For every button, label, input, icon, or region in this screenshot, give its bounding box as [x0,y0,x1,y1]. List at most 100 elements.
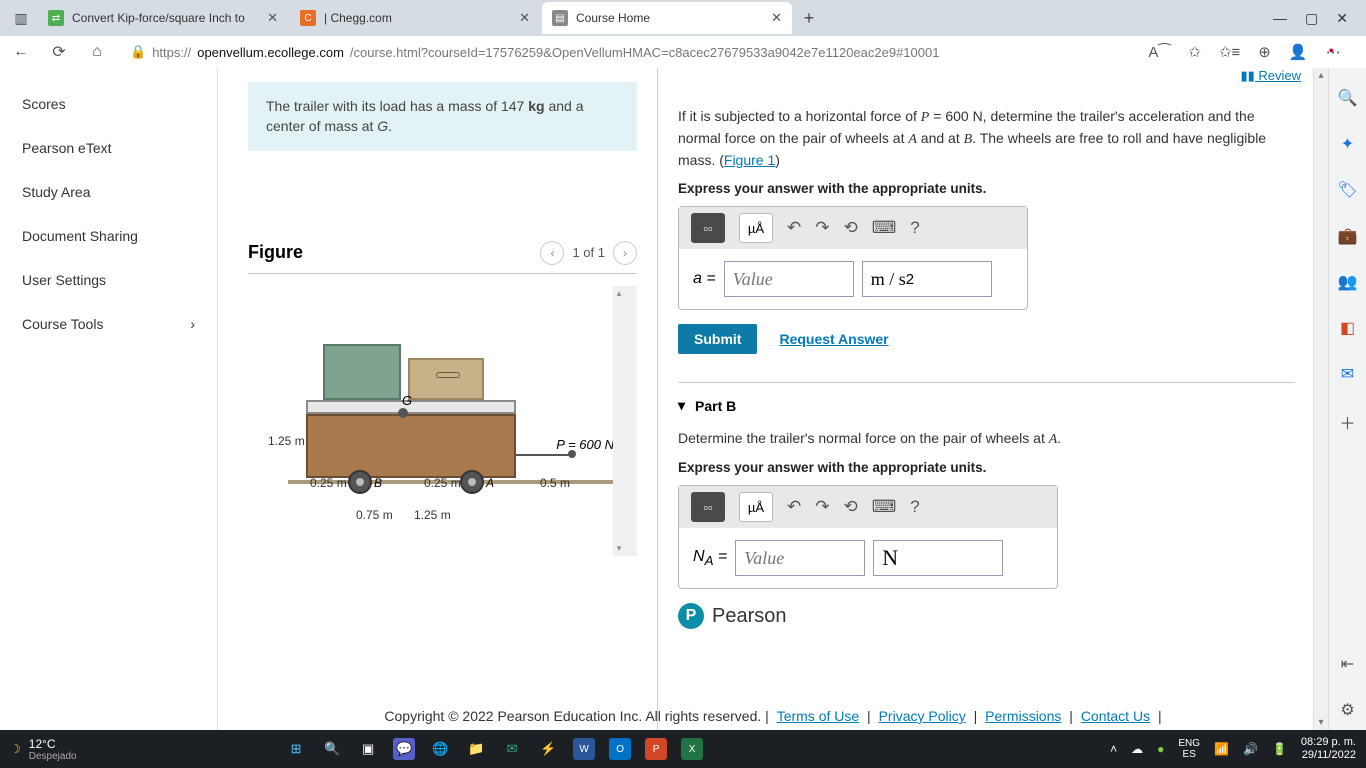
value-input-b[interactable] [735,540,865,576]
tray-chevron-icon[interactable]: ˄ [1110,742,1117,756]
read-aloud-icon[interactable]: A⁀ [1148,43,1170,61]
footer-permissions[interactable]: Permissions [985,708,1061,724]
units-display-a[interactable]: m / s2 [862,261,992,297]
excel-icon[interactable]: X [681,738,703,760]
search-icon[interactable]: 🔍 [321,738,343,760]
profile-icon[interactable]: 👤 [1289,43,1308,61]
keyboard-icon[interactable]: ⌨ [872,218,897,238]
tag-icon[interactable]: 🏷 [1337,180,1357,200]
word-icon[interactable]: W [573,738,595,760]
request-answer-link[interactable]: Request Answer [779,331,888,347]
units-button[interactable]: µÅ [739,492,773,522]
sidebar-scores[interactable]: Scores [0,82,217,126]
menu-icon[interactable]: ⋯● [1326,43,1346,61]
sync-icon[interactable]: ☁ [1131,742,1143,756]
back-button[interactable]: ← [6,43,36,61]
outlook-icon[interactable]: O [609,738,631,760]
powerpoint-icon[interactable]: P [645,738,667,760]
answer-box-b: ▫▫ µÅ ↶ ↷ ⟲ ⌨ ? NA = N [678,485,1058,589]
units-display-b[interactable]: N [873,540,1003,576]
tab-1[interactable]: C | Chegg.com ✕ [290,2,540,34]
mail-icon[interactable]: ✉ [501,738,523,760]
bolt-icon[interactable]: ⚡ [537,738,559,760]
tab-0[interactable]: ⇄ Convert Kip-force/square Inch to ✕ [38,2,288,34]
undo-icon[interactable]: ↶ [787,497,801,517]
part-b-header[interactable]: ▾ Part B [678,382,1295,414]
footer-privacy[interactable]: Privacy Policy [879,708,966,724]
status-icon[interactable]: ● [1157,742,1164,756]
value-input-a[interactable] [724,261,854,297]
close-icon[interactable]: ✕ [519,10,530,26]
sidebar-docs[interactable]: Document Sharing [0,214,217,258]
briefcase-icon[interactable]: 💼 [1338,226,1358,246]
reset-icon[interactable]: ⟲ [844,497,858,517]
chat-icon[interactable]: 💬 [393,738,415,760]
redo-icon[interactable]: ↷ [815,497,829,517]
figure-scrollbar[interactable]: ▴ ▾ [613,286,625,556]
tab-2-active[interactable]: ▤ Course Home ✕ [542,2,792,34]
refresh-button[interactable]: ⟳ [44,42,74,62]
language-indicator[interactable]: ENGES [1178,738,1200,760]
collapse-icon[interactable]: ⇤ [1341,654,1354,674]
url-input[interactable]: 🔒 https://openvellum.ecollege.com/course… [120,38,1126,66]
home-button[interactable]: ⌂ [82,43,112,61]
sidebar-study[interactable]: Study Area [0,170,217,214]
weather-widget[interactable]: ☽ 12°C Despejado [10,737,77,762]
close-button[interactable]: ✕ [1336,10,1348,27]
explorer-icon[interactable]: 📁 [465,738,487,760]
answer-toolbar: ▫▫ µÅ ↶ ↷ ⟲ ⌨ ? [679,207,1027,249]
volume-icon[interactable]: 🔊 [1243,742,1258,756]
help-icon[interactable]: ? [910,497,919,517]
template-button[interactable]: ▫▫ [691,213,725,243]
dim-a: 0.25 m [424,476,461,490]
edge-icon[interactable]: 🌐 [429,738,451,760]
office-icon[interactable]: ◧ [1340,318,1355,338]
star-icon[interactable]: ✩ [1188,43,1201,61]
next-figure-button[interactable]: › [613,241,637,265]
sidebar-etext[interactable]: Pearson eText [0,126,217,170]
close-icon[interactable]: ✕ [771,10,782,26]
units-button[interactable]: µÅ [739,213,773,243]
sidebar-settings[interactable]: User Settings [0,258,217,302]
settings-icon[interactable]: ⚙ [1340,700,1354,720]
prev-figure-button[interactable]: ‹ [540,241,564,265]
sparkle-icon[interactable]: ✦ [1341,134,1354,154]
sidebar-tools[interactable]: Course Tools› [0,302,217,346]
pearson-text: Pearson [712,605,787,628]
taskview-icon[interactable]: ▣ [357,738,379,760]
edge-sidebar: 🔍 ✦ 🏷 💼 👥 ◧ ✉ ＋ ⇤ ⚙ [1328,68,1366,730]
problem-text: If it is subjected to a horizontal force… [678,106,1295,171]
maximize-button[interactable]: ▢ [1305,10,1318,27]
battery-icon[interactable]: 🔋 [1272,742,1287,756]
favorites-icon[interactable]: ✩≡ [1219,43,1240,61]
start-icon[interactable]: ⊞ [285,738,307,760]
force-label: P = 600 N [556,437,614,452]
redo-icon[interactable]: ↷ [815,218,829,238]
help-icon[interactable]: ? [910,218,919,238]
outlook-icon[interactable]: ✉ [1341,364,1354,384]
tab-actions-icon[interactable]: ▥ [4,1,38,35]
close-icon[interactable]: ✕ [267,10,278,26]
label-g: G [402,393,412,408]
collections-icon[interactable]: ⊕ [1258,43,1271,61]
figure-pager: ‹ 1 of 1 › [540,241,637,265]
clock[interactable]: 08:29 p. m. 29/11/2022 [1301,736,1356,762]
minimize-button[interactable]: — [1273,10,1287,27]
reset-icon[interactable]: ⟲ [844,218,858,238]
new-tab-button[interactable]: + [794,8,824,29]
undo-icon[interactable]: ↶ [787,218,801,238]
footer-contact[interactable]: Contact Us [1081,708,1150,724]
answer-toolbar-b: ▫▫ µÅ ↶ ↷ ⟲ ⌨ ? [679,486,1057,528]
footer-terms[interactable]: Terms of Use [777,708,859,724]
content-scrollbar[interactable]: ▴ ▾ [1313,68,1328,730]
template-button[interactable]: ▫▫ [691,492,725,522]
figure-link[interactable]: Figure 1 [724,152,775,168]
wifi-icon[interactable]: 📶 [1214,742,1229,756]
var-na: NA = [693,548,727,568]
plus-icon[interactable]: ＋ [1339,410,1355,434]
search-icon[interactable]: 🔍 [1338,88,1358,108]
person-icon[interactable]: 👥 [1338,272,1358,292]
submit-button[interactable]: Submit [678,324,757,354]
keyboard-icon[interactable]: ⌨ [872,497,897,517]
review-link[interactable]: ▮▮ Review [1240,68,1301,84]
